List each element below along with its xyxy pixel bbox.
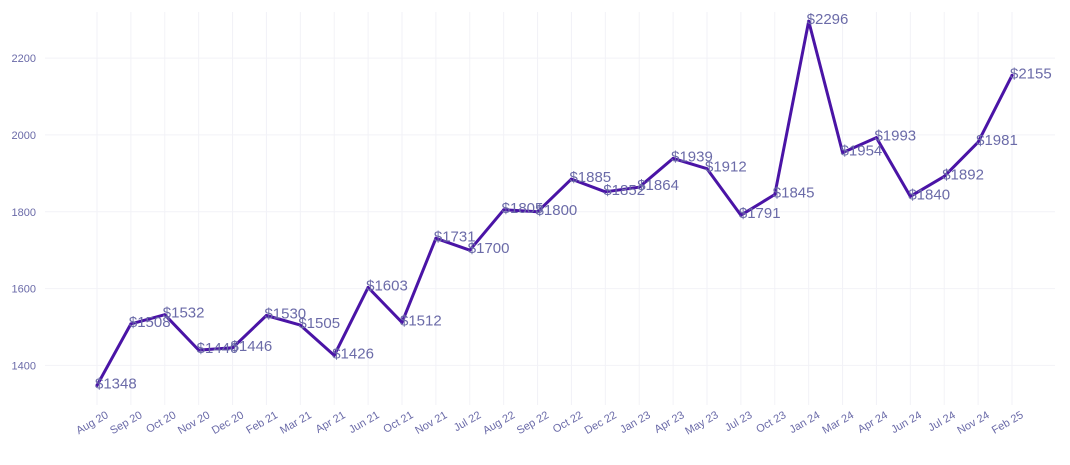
- x-tick-label: Mar 21: [278, 409, 314, 437]
- data-label: $1791: [739, 205, 781, 222]
- data-point: [637, 185, 641, 189]
- data-point: [841, 151, 845, 155]
- data-point: [773, 192, 777, 196]
- data-point: [1010, 73, 1014, 77]
- data-point: [671, 156, 675, 160]
- data-point: [536, 210, 540, 214]
- x-tick-label: Oct 20: [144, 409, 178, 436]
- x-tick-label: Jul 24: [926, 409, 957, 434]
- data-label: $1505: [298, 315, 340, 332]
- data-point: [908, 194, 912, 198]
- x-tick-label: Jun 24: [889, 409, 924, 436]
- data-label: $1805: [502, 200, 544, 217]
- data-point: [298, 323, 302, 327]
- x-tick-label: Oct 23: [754, 409, 788, 436]
- data-label: $1939: [671, 148, 713, 165]
- data-point: [502, 208, 506, 212]
- y-tick-label: 2200: [12, 53, 36, 65]
- x-tick-label: Aug 20: [74, 409, 110, 437]
- data-point: [705, 167, 709, 171]
- x-tick-label: Jul 23: [723, 409, 754, 434]
- series-layer: [95, 19, 1014, 387]
- data-label: $1446: [231, 338, 273, 355]
- data-label: $1512: [400, 312, 442, 329]
- data-point: [739, 213, 743, 217]
- data-point: [366, 285, 370, 289]
- data-label: $2296: [807, 11, 849, 28]
- x-tick-label: Oct 22: [551, 409, 585, 436]
- data-point: [95, 383, 99, 387]
- data-label: $2155: [1010, 65, 1052, 82]
- x-tick-label: May 23: [683, 409, 720, 437]
- x-tick-label: Nov 24: [955, 409, 991, 437]
- data-label: $1530: [264, 305, 306, 322]
- data-label: $1508: [129, 314, 171, 331]
- data-point: [942, 174, 946, 178]
- x-tick-label: Jun 21: [347, 409, 382, 436]
- data-label: $1981: [976, 132, 1018, 149]
- y-axis-ticks: 1400 1600 1800 2000 2200: [12, 53, 36, 372]
- data-labels: $1348 $1508$1532 $1440$1446 $1530$1505 $1426…: [95, 11, 1052, 392]
- x-tick-label: Aug 22: [481, 409, 517, 437]
- data-label: $1840: [908, 186, 950, 203]
- series-line: [95, 19, 1014, 387]
- data-point: [400, 320, 404, 324]
- data-label: $1426: [332, 345, 374, 362]
- data-label: $1731: [434, 228, 476, 245]
- y-tick-label: 1400: [12, 360, 36, 372]
- data-point: [569, 177, 573, 181]
- data-label: $1954: [841, 143, 883, 160]
- data-point: [129, 322, 133, 326]
- data-label: $1845: [773, 184, 815, 201]
- data-point: [976, 140, 980, 144]
- x-tick-label: Nov 21: [413, 409, 449, 437]
- data-point: [434, 236, 438, 240]
- x-tick-label: Dec 22: [583, 409, 619, 437]
- data-point: [807, 19, 811, 23]
- x-tick-label: Apr 24: [856, 409, 890, 436]
- data-label: $1852: [603, 182, 645, 199]
- x-tick-label: Nov 20: [176, 409, 212, 437]
- data-label: $1885: [569, 169, 611, 186]
- x-tick-label: Apr 21: [314, 409, 348, 436]
- data-point: [264, 313, 268, 317]
- x-tick-label: Mar 24: [820, 409, 856, 437]
- data-label: $1603: [366, 277, 408, 294]
- data-label: $1993: [874, 128, 916, 145]
- data-label: $1892: [942, 166, 984, 183]
- data-label: $1912: [705, 159, 747, 176]
- data-point: [603, 190, 607, 194]
- data-label: $1440: [197, 340, 239, 357]
- data-label: $1800: [536, 202, 578, 219]
- y-tick-label: 1800: [12, 207, 36, 219]
- y-tick-label: 2000: [12, 130, 36, 142]
- x-tick-label: Jul 22: [452, 409, 483, 434]
- x-tick-label: Sep 20: [108, 409, 144, 437]
- x-tick-label: Jan 23: [618, 409, 653, 436]
- x-tick-label: Feb 21: [244, 409, 280, 437]
- data-label: $1348: [95, 375, 137, 392]
- x-tick-label: Feb 25: [990, 409, 1026, 437]
- x-tick-label: Apr 23: [653, 409, 687, 436]
- data-point: [163, 313, 167, 317]
- data-point: [332, 353, 336, 357]
- x-tick-label: Oct 21: [381, 409, 415, 436]
- data-point: [231, 346, 235, 350]
- data-label: $1864: [637, 177, 679, 194]
- x-tick-label: Sep 22: [515, 409, 551, 437]
- data-point: [874, 136, 878, 140]
- data-label: $1532: [163, 305, 205, 322]
- x-tick-label: Dec 20: [210, 409, 246, 437]
- data-point: [197, 348, 201, 352]
- data-label: $1700: [468, 240, 510, 257]
- data-point: [468, 248, 472, 252]
- x-tick-label: Jan 24: [788, 409, 823, 436]
- y-tick-label: 1600: [12, 284, 36, 296]
